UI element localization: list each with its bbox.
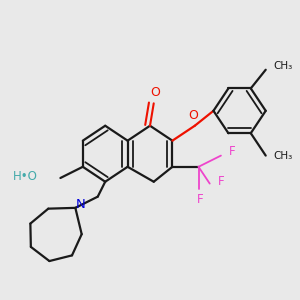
Text: F: F	[218, 175, 225, 188]
Text: F: F	[229, 146, 236, 158]
Text: H•O: H•O	[13, 169, 38, 183]
Text: O: O	[151, 86, 160, 99]
Text: N: N	[76, 198, 86, 211]
Text: CH₃: CH₃	[273, 151, 292, 160]
Text: CH₃: CH₃	[273, 61, 292, 71]
Text: O: O	[188, 109, 198, 122]
Text: F: F	[197, 193, 204, 206]
